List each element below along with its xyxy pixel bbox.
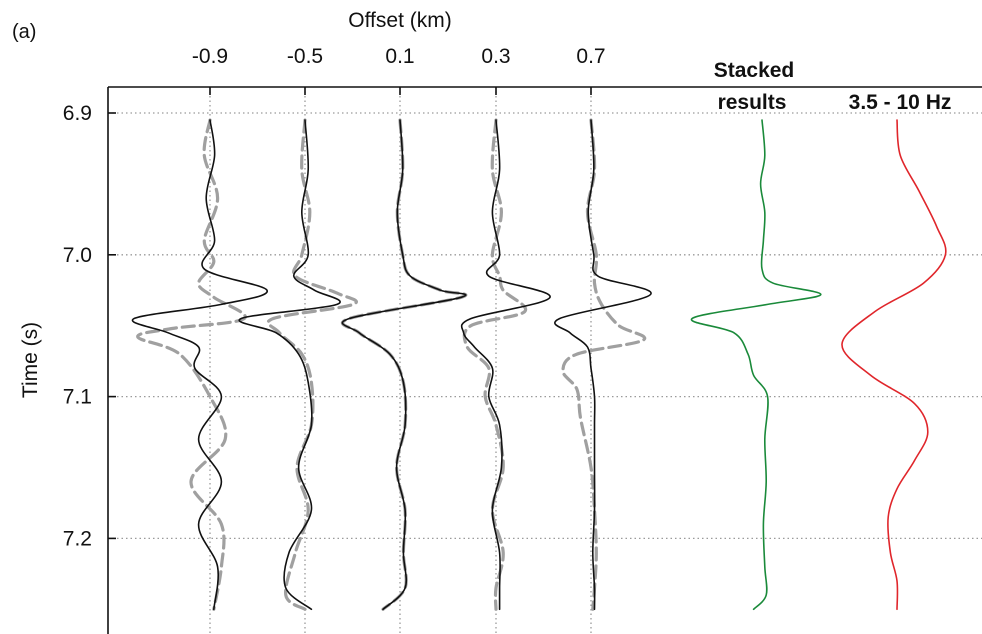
observed-trace-line <box>554 119 652 611</box>
panel-label: (a) <box>12 21 36 43</box>
x-axis-label: Offset (km) <box>348 9 451 32</box>
modeled-trace-line <box>136 118 247 611</box>
modeled-trace-line <box>561 118 647 611</box>
column-title: results <box>718 91 787 114</box>
x-tick-label: 0.1 <box>385 45 414 68</box>
plot-axes <box>107 86 982 634</box>
observed-trace-line <box>131 119 268 611</box>
y-tick-label: 6.9 <box>63 102 92 125</box>
trace-lines <box>131 118 947 611</box>
x-tick-label: 0.3 <box>481 45 510 68</box>
column-title: 3.5 - 10 Hz <box>849 91 952 114</box>
modeled-trace-line <box>266 118 358 611</box>
observed-trace-line <box>238 119 341 611</box>
y-tick-label: 7.0 <box>63 244 92 267</box>
stacked-trace-line <box>691 119 822 611</box>
grid-lines <box>108 87 982 634</box>
axis-ticks: 6.9 7.0 7.1 7.2 -0.9 -0.5 0.1 0.3 0.7 <box>63 45 606 550</box>
filtered-trace-line <box>841 119 947 611</box>
observed-trace-line <box>460 119 551 611</box>
x-tick-label: -0.5 <box>287 45 323 68</box>
x-tick-label: 0.7 <box>576 45 605 68</box>
observed-trace-line <box>341 119 467 611</box>
column-titles: Stacked results 3.5 - 10 Hz <box>714 59 952 114</box>
x-tick-label: -0.9 <box>192 45 228 68</box>
y-axis-label: Time (s) <box>19 322 42 398</box>
column-title: Stacked <box>714 59 795 82</box>
y-tick-label: 7.1 <box>63 386 92 409</box>
y-tick-label: 7.2 <box>63 527 92 550</box>
modeled-trace-line <box>462 118 528 611</box>
